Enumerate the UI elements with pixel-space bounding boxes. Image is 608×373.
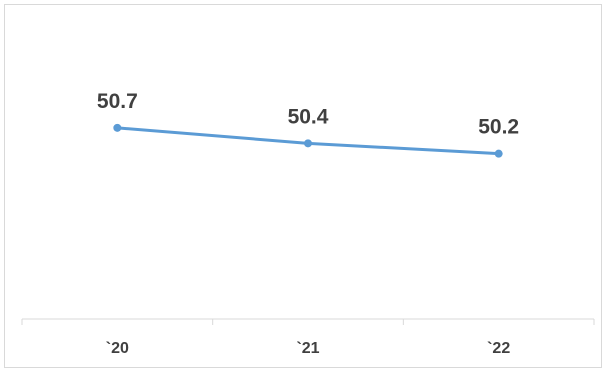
data-point	[113, 123, 122, 132]
chart-frame	[4, 4, 602, 368]
data-point	[494, 149, 503, 158]
x-tick-label: `20	[106, 340, 129, 357]
x-tick-label: `21	[296, 340, 319, 357]
data-label: 50.7	[97, 90, 138, 113]
data-label: 50.2	[478, 116, 519, 139]
data-label: 50.4	[288, 105, 329, 128]
data-point	[304, 139, 312, 148]
x-tick-label: `22	[487, 340, 510, 357]
